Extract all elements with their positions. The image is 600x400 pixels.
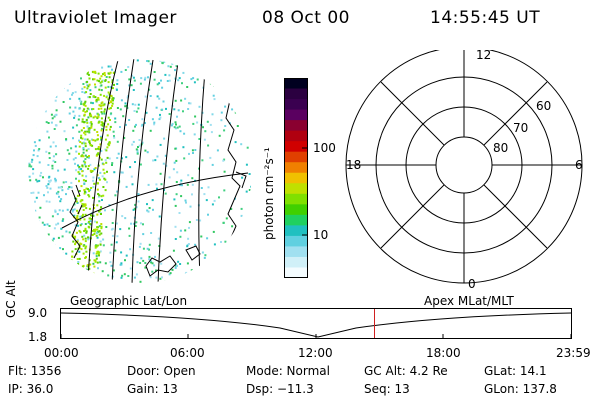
- colorbar-tick-10: 10: [313, 228, 329, 242]
- xtick-2359: 23:59: [556, 346, 591, 360]
- info-gc-alt: GC Alt: 4.2 Re: [364, 364, 448, 378]
- info-seq: Seq: 13: [364, 382, 410, 396]
- colorbar-tick-100: 100: [313, 141, 336, 155]
- mlat-label-60: 60: [536, 99, 552, 113]
- mlt-label-0: 0: [468, 277, 476, 291]
- apex-label: Apex MLat/MLT: [424, 294, 514, 308]
- colorbar-swatch: [284, 204, 308, 216]
- info-dsp: Dsp: −11.3: [246, 382, 314, 396]
- altitude-ytick-max: 9.0: [28, 306, 48, 320]
- colorbar-swatch: [284, 151, 308, 163]
- mlat-label-80: 80: [493, 141, 509, 155]
- instrument-title: Ultraviolet Imager: [14, 8, 177, 28]
- info-door: Door: Open: [127, 364, 196, 378]
- longitude-line: [131, 59, 154, 283]
- longitude-line: [111, 59, 135, 283]
- latitude-line: [61, 172, 249, 229]
- info-glon: GLon: 137.8: [484, 382, 557, 396]
- info-gain: Gain: 13: [127, 382, 178, 396]
- disk-background: [28, 59, 252, 283]
- mlt-label-6: 6: [575, 158, 583, 172]
- colorbar-swatch: [284, 78, 308, 90]
- coastline: [69, 184, 83, 259]
- colorbar-swatch: [284, 99, 308, 111]
- date-label: 08 Oct 00: [262, 8, 350, 28]
- polar-plot: [345, 50, 583, 284]
- aurora-band: [67, 70, 116, 282]
- time-label: 14:55:45 UT: [430, 8, 541, 28]
- colorbar-swatch: [284, 172, 308, 184]
- xtick-1800: 18:00: [426, 346, 461, 360]
- mlt-label-18: 18: [346, 158, 362, 172]
- colorbar-swatch: [284, 88, 308, 100]
- xtick-1200: 12:00: [298, 346, 333, 360]
- xtick-0600: 06:00: [170, 346, 205, 360]
- colorbar-swatch: [284, 225, 308, 237]
- colorbar-swatch: [284, 214, 308, 226]
- info-ip: IP: 36.0: [8, 382, 54, 396]
- info-glat: GLat: 14.1: [484, 364, 547, 378]
- altitude-plot: [60, 308, 572, 339]
- altitude-curve: [60, 312, 572, 338]
- xtick-0000: 00:00: [44, 346, 79, 360]
- mlt-label-12: 12: [476, 48, 492, 62]
- colorbar-swatch: [284, 193, 308, 205]
- longitude-line: [198, 69, 206, 281]
- colorbar-swatch: [284, 120, 308, 132]
- colorbar-swatch: [284, 130, 308, 142]
- colorbar-swatch: [284, 246, 308, 258]
- colorbar-unit-label: photon cm⁻²s⁻¹: [262, 147, 276, 240]
- colorbar-swatch: [284, 235, 308, 248]
- colorbar-swatch: [284, 109, 308, 121]
- colorbar-swatch: [284, 267, 308, 278]
- altitude-ytick-min: 1.8: [28, 330, 48, 344]
- info-flt: Flt: 1356: [8, 364, 62, 378]
- colorbar-swatch: [284, 256, 308, 269]
- colorbar: [284, 78, 308, 278]
- colorbar-swatch: [284, 162, 308, 174]
- altitude-ylabel: GC Alt: [4, 280, 18, 318]
- geographic-label: Geographic Lat/Lon: [70, 294, 188, 308]
- longitude-line: [157, 61, 179, 283]
- mlat-label-70: 70: [513, 121, 529, 135]
- colorbar-swatch: [284, 183, 308, 195]
- coastline: [145, 245, 201, 277]
- colorbar-swatch: [284, 141, 308, 153]
- info-mode: Mode: Normal: [246, 364, 330, 378]
- longitude-line: [87, 59, 119, 281]
